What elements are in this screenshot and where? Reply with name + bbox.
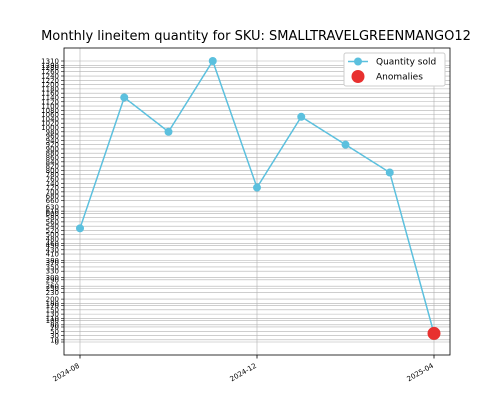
y-tick-label: 450 (46, 242, 59, 250)
data-point (341, 140, 350, 149)
y-tick-label: 330 (46, 268, 59, 276)
legend-label-anomalies: Anomalies (376, 73, 423, 83)
y-tick-label: 230 (46, 289, 59, 297)
y-tick-label: 380 (46, 257, 59, 265)
y-tick-label: 1180 (41, 85, 59, 93)
data-point (76, 224, 84, 233)
data-point (253, 183, 261, 192)
y-tick-label: 720 (46, 184, 59, 192)
y-tick-label: 10 (50, 336, 59, 344)
series-layer (76, 57, 441, 340)
legend: Quantity sold Anomalies (343, 52, 446, 87)
y-tick-label: 560 (46, 218, 59, 226)
y-tick-label: 1100 (41, 103, 59, 111)
y-tick-label: 980 (46, 128, 59, 136)
y-tick-label: 860 (46, 154, 59, 162)
grid (64, 48, 450, 355)
y-tick-label: 410 (46, 251, 59, 259)
y-tick-label: 1040 (41, 115, 59, 123)
y-tick-label: 1000 (41, 124, 59, 132)
axes: 0103050708010011013015017018020023025026… (41, 47, 451, 384)
y-tick-label: 840 (46, 158, 59, 166)
y-tick-label: 780 (46, 171, 59, 179)
data-point (164, 127, 173, 136)
legend-marker-anomalies (351, 70, 365, 83)
y-tick-label: 480 (46, 236, 59, 244)
y-tick-label: 940 (46, 137, 59, 145)
plot-frame (63, 47, 451, 356)
y-tick-label: 50 (50, 328, 59, 336)
y-tick-label: 1200 (41, 81, 59, 89)
y-tick-label: 600 (46, 210, 59, 218)
y-tick-label: 1140 (41, 94, 59, 102)
y-tick-label: 1120 (41, 98, 59, 106)
y-tick-label: 80 (50, 321, 59, 329)
x-tick-label: 2025-04 (406, 362, 436, 384)
y-tick-label: 920 (46, 141, 59, 149)
y-tick-label: 1160 (41, 90, 59, 98)
y-tick-label: 150 (46, 306, 59, 314)
y-tick-label: 460 (46, 240, 59, 248)
y-tick-label: 350 (46, 263, 59, 271)
y-tick-label: 180 (46, 300, 59, 308)
y-tick-label: 800 (46, 167, 59, 175)
data-point (297, 112, 306, 121)
y-tick-label: 820 (46, 163, 59, 171)
y-tick-label: 170 (46, 302, 59, 310)
y-tick-label: 880 (46, 150, 59, 158)
y-tick-label: 540 (46, 223, 59, 231)
y-tick-label: 1020 (41, 120, 59, 128)
y-tick-label: 580 (46, 214, 59, 222)
y-tick-label: 1060 (41, 111, 59, 119)
y-tick-label: 610 (46, 208, 59, 216)
data-point (208, 57, 217, 65)
y-tick-label: 1280 (41, 64, 59, 72)
y-tick-label: 660 (46, 197, 59, 205)
y-tick-label: 630 (46, 203, 59, 211)
y-tick-label: 500 (46, 231, 59, 239)
y-tick-label: 250 (46, 285, 59, 293)
chart-title: Monthly lineitem quantity for SKU: SMALL… (41, 29, 471, 44)
legend-marker-quantity (354, 57, 362, 66)
legend-label-quantity: Quantity sold (376, 58, 436, 68)
y-tick-label: 900 (46, 145, 59, 153)
y-tick-label: 520 (46, 227, 59, 235)
y-tick-label: 760 (46, 175, 59, 183)
y-tick-label: 200 (46, 296, 59, 304)
y-tick-label: 680 (46, 193, 59, 201)
anomaly-point (427, 326, 441, 340)
x-tick-label: 2024-12 (229, 362, 258, 384)
x-tick-label: 2024-08 (52, 362, 81, 384)
y-tick-label: 370 (46, 259, 59, 267)
y-tick-label: 110 (46, 315, 59, 323)
y-tick-label: 1220 (41, 77, 59, 85)
legend-box (343, 52, 446, 87)
y-tick-label: 1290 (41, 62, 59, 70)
y-tick-label: 1310 (41, 58, 59, 66)
y-tick-label: 1080 (41, 107, 59, 115)
data-point (385, 168, 394, 177)
y-tick-label: 300 (46, 274, 59, 282)
y-tick-label: 70 (50, 323, 59, 331)
y-tick-label: 100 (46, 317, 59, 325)
y-tick-label: 130 (46, 311, 59, 319)
y-tick-label: 1240 (41, 73, 59, 81)
y-tick-label: 1260 (41, 68, 59, 76)
y-tick-label: 30 (50, 332, 59, 340)
data-point (120, 93, 129, 102)
y-tick-label: 960 (46, 133, 59, 141)
y-tick-label: 740 (46, 180, 59, 188)
y-tick-label: 290 (46, 276, 59, 284)
y-tick-label: 700 (46, 188, 59, 196)
y-tick-label: 430 (46, 246, 59, 254)
y-tick-label: 0 (55, 339, 59, 347)
y-tick-label: 260 (46, 283, 59, 291)
